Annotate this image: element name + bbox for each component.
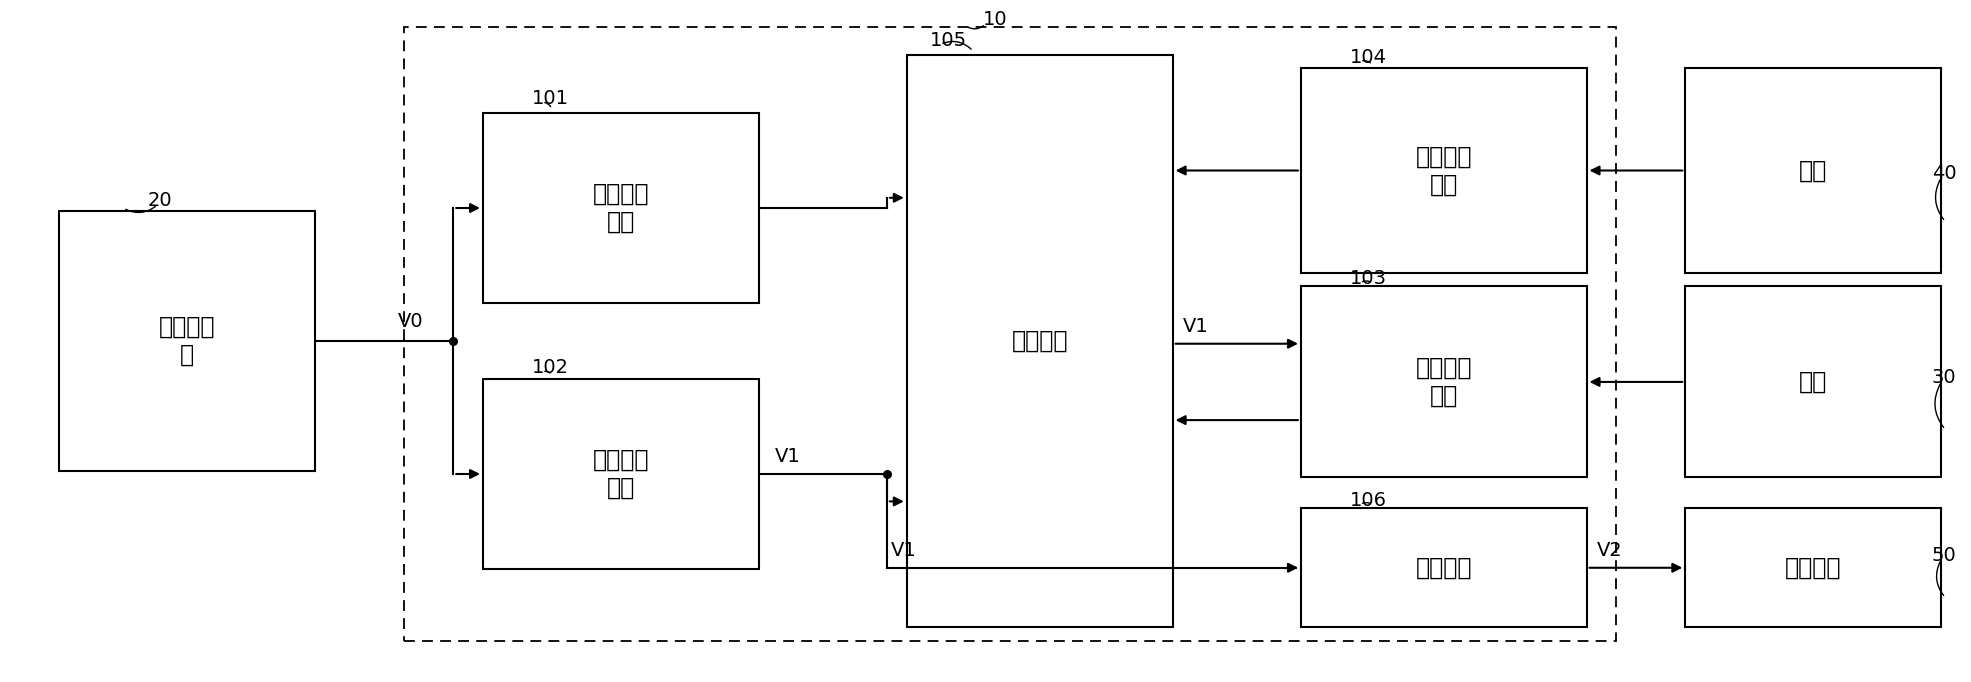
Text: 101: 101 — [532, 89, 570, 108]
Text: 负载: 负载 — [1800, 370, 1827, 394]
Text: 车载蓄电
池: 车载蓄电 池 — [160, 315, 215, 367]
Text: 备用电池: 备用电池 — [1786, 556, 1841, 580]
Text: 控制模块: 控制模块 — [1011, 329, 1068, 353]
Text: 104: 104 — [1350, 48, 1388, 67]
Text: 充电模块: 充电模块 — [1415, 556, 1472, 580]
Text: 102: 102 — [532, 358, 570, 377]
Text: 电量检测
模块: 电量检测 模块 — [593, 182, 648, 234]
Text: 10: 10 — [984, 10, 1007, 29]
Text: 20: 20 — [148, 191, 171, 210]
Bar — [59, 211, 315, 471]
Bar — [1301, 286, 1587, 477]
Text: 103: 103 — [1350, 269, 1388, 288]
Text: 电流检测
模块: 电流检测 模块 — [1415, 356, 1472, 408]
Bar — [907, 55, 1173, 627]
Text: 50: 50 — [1932, 546, 1957, 565]
Text: V1: V1 — [775, 447, 800, 466]
Text: 105: 105 — [930, 31, 968, 50]
Text: 电源转换
模块: 电源转换 模块 — [593, 448, 648, 500]
Text: 30: 30 — [1932, 368, 1955, 387]
Bar — [1685, 68, 1941, 273]
Text: 硬盘: 硬盘 — [1800, 158, 1827, 183]
Bar — [1685, 286, 1941, 477]
Text: V1: V1 — [891, 541, 917, 559]
Text: V2: V2 — [1597, 541, 1622, 559]
Bar — [483, 113, 759, 303]
Bar — [483, 379, 759, 569]
Text: V1: V1 — [1183, 316, 1208, 336]
Text: 40: 40 — [1932, 164, 1955, 183]
Text: V0: V0 — [398, 312, 424, 331]
Bar — [404, 27, 1616, 641]
Bar — [1301, 508, 1587, 627]
Bar — [1301, 68, 1587, 273]
Bar — [1685, 508, 1941, 627]
Text: 温度检测
模块: 温度检测 模块 — [1415, 145, 1472, 196]
Text: 106: 106 — [1350, 491, 1388, 510]
